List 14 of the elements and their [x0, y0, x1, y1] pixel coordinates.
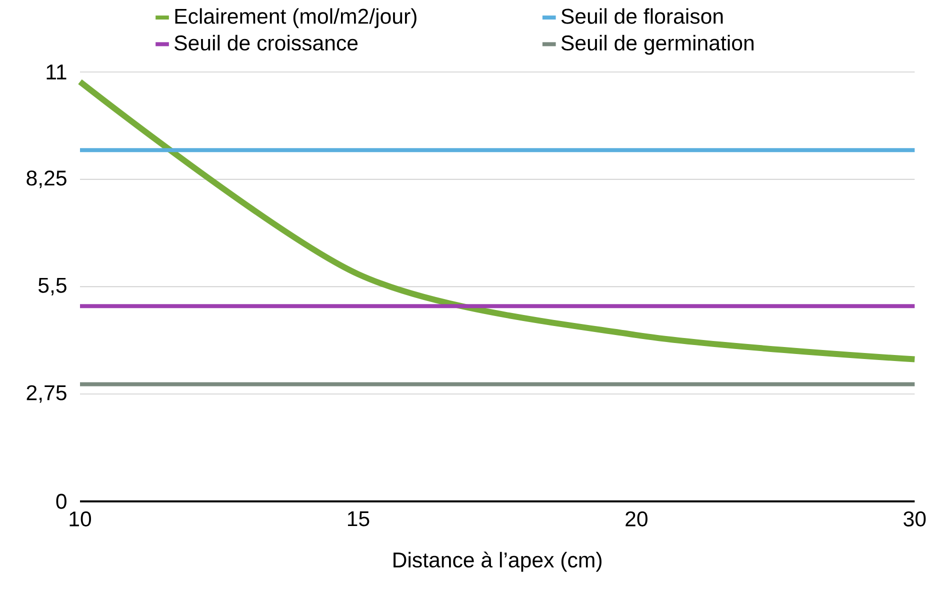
x-tick-label: 15	[348, 511, 370, 526]
y-tick-label: 11	[46, 64, 66, 80]
x-tick-label: 20	[626, 511, 648, 526]
y-tick-label: 0	[56, 494, 66, 509]
legend-label: Seuil de germination	[561, 34, 754, 55]
x-axis-title: Distance à l’apex (cm)	[394, 552, 602, 572]
y-tick-label: 2,75	[26, 385, 66, 403]
x-tick-label: 30	[904, 511, 926, 526]
legend-label: Eclairement (mol/m2/jour)	[175, 8, 416, 28]
y-tick-label: 8,25	[26, 170, 66, 188]
legend-label: Seuil de croissance	[174, 34, 358, 51]
y-tick-label: 5,5	[38, 278, 66, 296]
legend-label: Seuil de floraison	[561, 8, 723, 24]
x-tick-label: 10	[70, 511, 92, 526]
